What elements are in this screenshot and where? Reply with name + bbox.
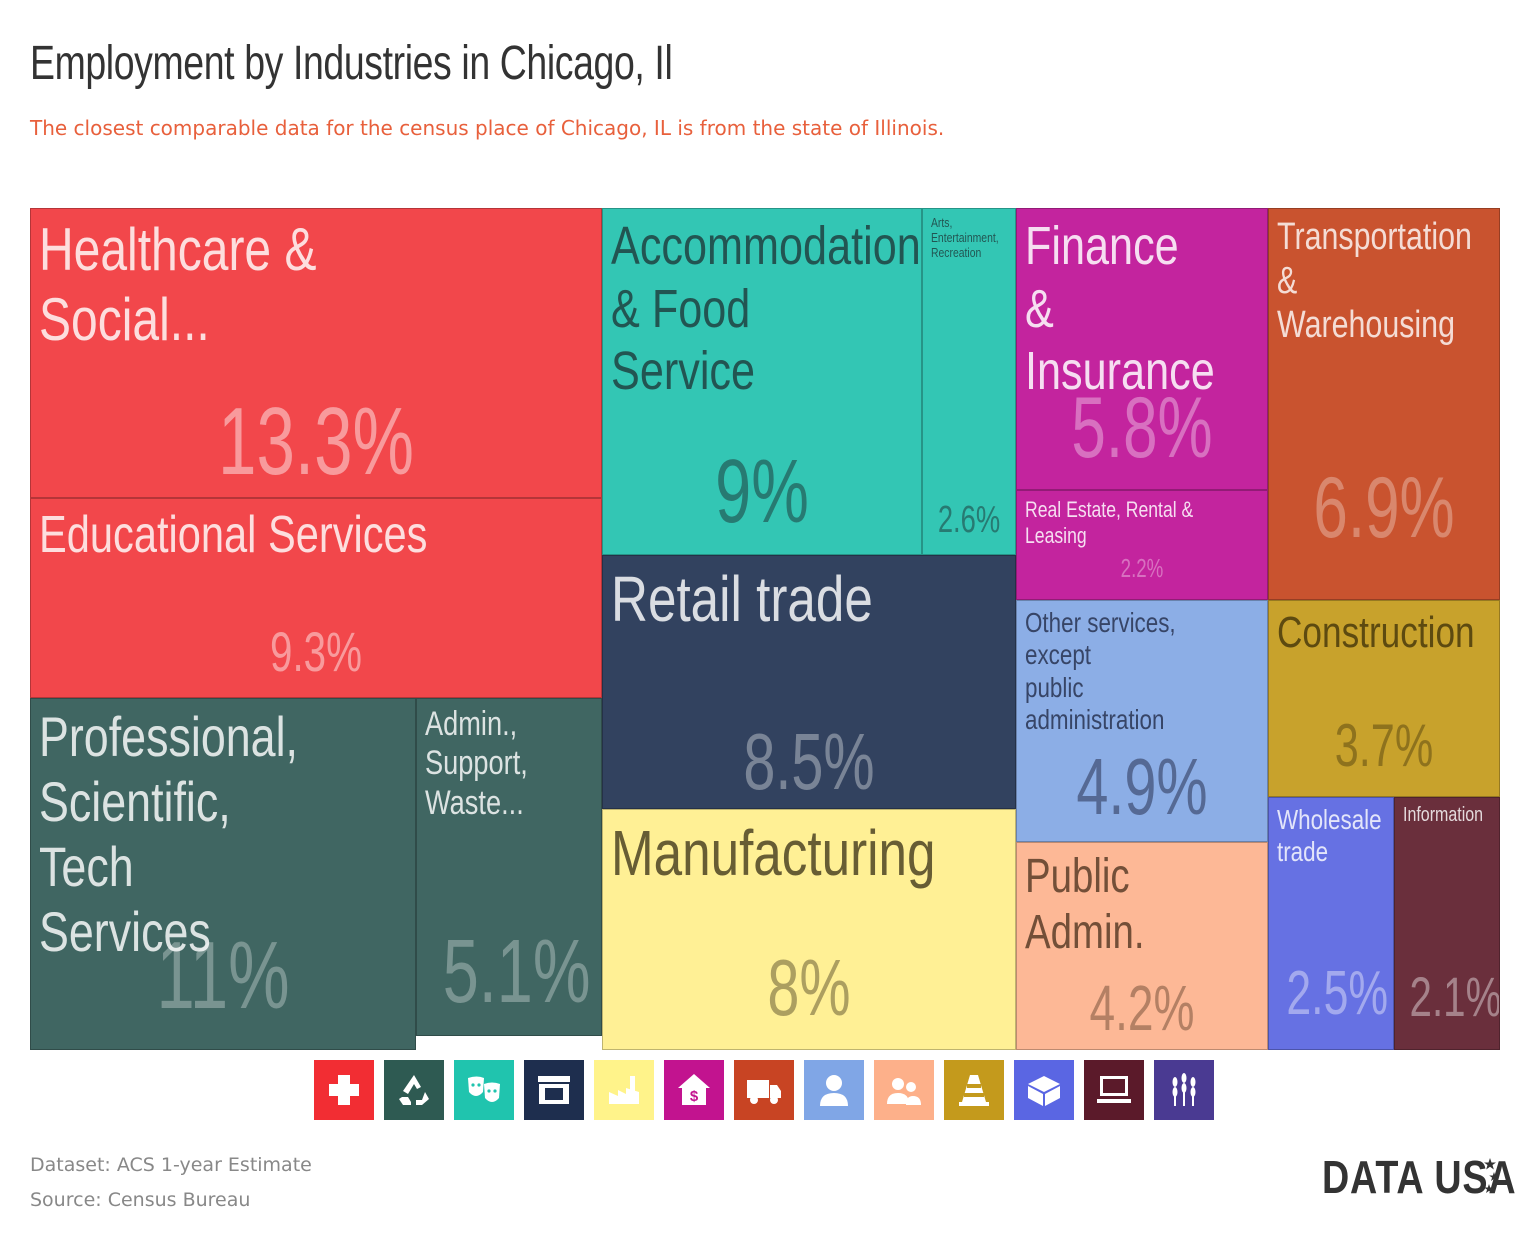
factory-icon[interactable] [594, 1060, 654, 1120]
tile-value: 3.7% [1334, 712, 1434, 779]
tile-label: Professional, Scientific, Tech Services [39, 705, 298, 963]
tile-label: Transportation & Warehousing [1277, 216, 1472, 347]
tile-value: 8.5% [743, 717, 875, 806]
tile-label: Accommodation & Food Service [611, 216, 921, 402]
tile-label: Information [1403, 804, 1484, 826]
tile-value: 6.9% [1313, 460, 1455, 556]
tile-value: 9.3% [270, 620, 362, 683]
tile-value: 2.6% [937, 499, 1001, 541]
tile-value: 9% [715, 442, 809, 542]
treemap-tile[interactable]: Professional, Scientific, Tech Services 1… [30, 698, 416, 1050]
source-note: Source: Census Bureau [30, 1189, 251, 1211]
treemap-tile[interactable]: Healthcare & Social... 13.3% [30, 208, 602, 498]
tile-value: 2.1% [1409, 965, 1500, 1028]
treemap-tile[interactable]: Construction 3.7% [1268, 600, 1500, 797]
treemap-tile[interactable]: Wholesale trade 2.5% [1268, 797, 1394, 1050]
tile-label: Construction [1277, 608, 1475, 657]
tile-value: 5.1% [442, 922, 591, 1022]
treemap-tile[interactable]: Educational Services 9.3% [30, 498, 602, 698]
treemap-tile[interactable]: Information 2.1% [1394, 797, 1500, 1050]
tile-label: Educational Services [39, 506, 428, 564]
people-icon[interactable] [874, 1060, 934, 1120]
person-icon[interactable] [804, 1060, 864, 1120]
tile-label: Arts, Entertainment, Recreation [931, 215, 999, 261]
treemap-tile[interactable]: Finance & Insurance 5.8% [1016, 208, 1268, 490]
tile-label: Real Estate, Rental & Leasing [1025, 497, 1194, 548]
logo-stars-icon [1484, 1158, 1499, 1193]
treemap-tile[interactable]: Transportation & Warehousing 6.9% [1268, 208, 1500, 600]
traffic-cone-icon[interactable] [944, 1060, 1004, 1120]
treemap: Healthcare & Social... 13.3% Educational S… [30, 208, 1500, 1050]
treemap-tile[interactable]: Arts, Entertainment, Recreation 2.6% [922, 208, 1016, 555]
chart-subtitle: The closest comparable data for the cens… [30, 116, 945, 140]
healthcare-icon[interactable] [314, 1060, 374, 1120]
chart-title: Employment by Industries in Chicago, Il [30, 37, 673, 90]
theater-masks-icon[interactable] [454, 1060, 514, 1120]
tile-label: Admin., Support, Waste... [425, 705, 528, 822]
tile-label: Healthcare & Social... [39, 216, 317, 353]
tile-value: 4.2% [1089, 972, 1195, 1044]
svg-text:$: $ [690, 1088, 699, 1105]
tile-value: 8% [767, 943, 851, 1032]
treemap-tile[interactable]: Admin., Support, Waste... 5.1% [416, 698, 602, 1036]
treemap-tile[interactable]: Accommodation & Food Service 9% [602, 208, 922, 555]
tile-label: Other services, except public administra… [1025, 607, 1176, 736]
recycle-icon[interactable] [384, 1060, 444, 1120]
boxes-icon[interactable] [1014, 1060, 1074, 1120]
tile-value: 13.3% [218, 388, 414, 495]
dataset-note: Dataset: ACS 1-year Estimate [30, 1154, 312, 1176]
tile-value: 4.9% [1076, 742, 1208, 831]
tile-label: Retail trade [611, 563, 873, 635]
truck-icon[interactable] [734, 1060, 794, 1120]
treemap-tile[interactable]: Other services, except public administra… [1016, 600, 1268, 842]
tile-value: 2.2% [1120, 553, 1164, 583]
tile-label: Wholesale trade [1277, 804, 1382, 868]
tile-label: Finance & Insurance [1025, 216, 1215, 402]
datausa-logo[interactable]: DATA USA [1322, 1151, 1517, 1203]
house-dollar-icon[interactable]: $ [664, 1060, 724, 1120]
tile-value: 5.8% [1071, 380, 1213, 476]
tile-label: Public Admin. [1025, 850, 1145, 959]
wheat-icon[interactable] [1154, 1060, 1214, 1120]
treemap-tile[interactable]: Public Admin. 4.2% [1016, 842, 1268, 1050]
storefront-icon[interactable] [524, 1060, 584, 1120]
treemap-tile[interactable]: Real Estate, Rental & Leasing 2.2% [1016, 490, 1268, 600]
tile-label: Manufacturing [611, 817, 936, 889]
tile-value: 2.5% [1286, 959, 1389, 1028]
treemap-tile[interactable]: Manufacturing 8% [602, 809, 1016, 1050]
tile-value: 11% [156, 922, 290, 1029]
treemap-tile[interactable]: Retail trade 8.5% [602, 555, 1016, 809]
computer-icon[interactable] [1084, 1060, 1144, 1120]
